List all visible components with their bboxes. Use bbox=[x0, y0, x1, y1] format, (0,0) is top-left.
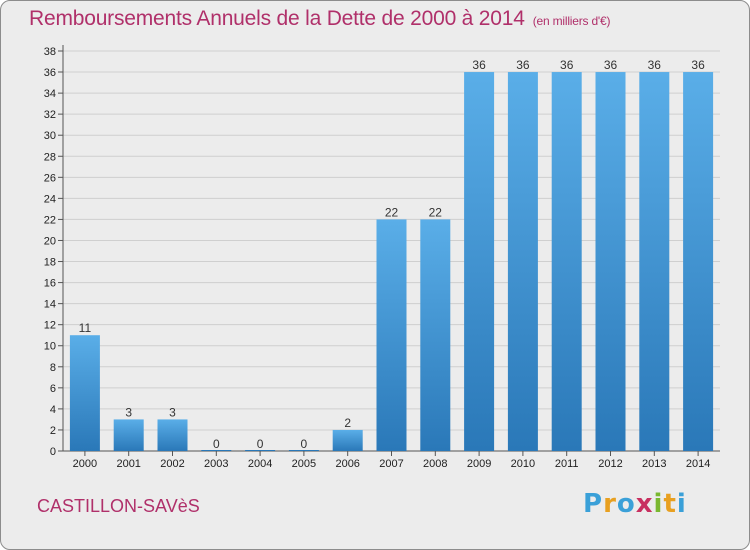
bar bbox=[332, 429, 363, 451]
data-label: 3 bbox=[169, 405, 176, 419]
bars bbox=[69, 72, 714, 451]
y-tick-label: 32 bbox=[44, 109, 56, 121]
x-tick-label: 2003 bbox=[204, 458, 228, 470]
brand-letter: o bbox=[616, 489, 636, 519]
bar bbox=[464, 72, 495, 451]
x-tick-label: 2013 bbox=[642, 458, 666, 470]
x-tick-label: 2006 bbox=[335, 458, 359, 470]
x-tick-label: 2011 bbox=[555, 458, 579, 470]
y-tick-label: 10 bbox=[44, 341, 56, 353]
brand-letter: r bbox=[603, 489, 617, 519]
brand-letter: P bbox=[583, 489, 604, 519]
y-tick-label: 18 bbox=[44, 257, 56, 269]
y-tick-label: 30 bbox=[44, 130, 56, 142]
data-label: 11 bbox=[79, 321, 92, 335]
data-label: 22 bbox=[385, 205, 399, 219]
x-tick-label: 2010 bbox=[511, 458, 535, 470]
bar bbox=[288, 450, 319, 451]
bar bbox=[551, 72, 582, 451]
brand-letter: t bbox=[663, 489, 677, 519]
bar bbox=[245, 450, 276, 451]
chart-unit: (en milliers d'€) bbox=[532, 14, 611, 28]
y-tick-label: 12 bbox=[44, 320, 56, 332]
x-tick-label: 2002 bbox=[160, 458, 184, 470]
data-label: 0 bbox=[301, 437, 308, 451]
commune-name: CASTILLON-SAVèS bbox=[37, 496, 200, 516]
data-label: 36 bbox=[648, 58, 662, 72]
data-label: 2 bbox=[344, 416, 351, 430]
data-label: 0 bbox=[213, 437, 220, 451]
y-tick-label: 4 bbox=[50, 404, 56, 416]
x-tick-label: 2005 bbox=[292, 458, 316, 470]
data-label: 36 bbox=[472, 58, 486, 72]
brand-letter: x bbox=[635, 489, 654, 519]
y-tick-label: 0 bbox=[50, 446, 56, 458]
data-label: 36 bbox=[691, 58, 705, 72]
x-tick-label: 2008 bbox=[423, 458, 447, 470]
bar bbox=[639, 72, 670, 451]
y-tick-label: 24 bbox=[44, 193, 56, 205]
y-tick-label: 14 bbox=[44, 299, 56, 311]
x-tick-label: 2014 bbox=[686, 458, 710, 470]
bar bbox=[595, 72, 626, 451]
y-tick-label: 8 bbox=[50, 362, 56, 374]
y-tick-label: 2 bbox=[50, 425, 56, 437]
y-tick-label: 38 bbox=[44, 46, 56, 58]
labels: 0246810121416182022242628303234363820001… bbox=[44, 46, 711, 470]
chart-title: Remboursements Annuels de la Dette de 20… bbox=[29, 7, 610, 31]
y-tick-label: 16 bbox=[44, 278, 56, 290]
brand-letter: i bbox=[676, 489, 687, 519]
data-label: 3 bbox=[125, 405, 132, 419]
x-tick-label: 2000 bbox=[73, 458, 97, 470]
y-tick-label: 28 bbox=[44, 151, 56, 163]
data-label: 36 bbox=[516, 58, 530, 72]
x-tick-label: 2004 bbox=[248, 458, 272, 470]
bar bbox=[113, 419, 144, 451]
x-tick-label: 2009 bbox=[467, 458, 491, 470]
y-tick-label: 6 bbox=[50, 383, 56, 395]
y-tick-label: 22 bbox=[44, 214, 56, 226]
y-tick-label: 36 bbox=[44, 67, 56, 79]
y-tick-label: 20 bbox=[44, 235, 56, 247]
bar bbox=[69, 335, 100, 451]
bar bbox=[420, 219, 451, 451]
x-tick-label: 2012 bbox=[598, 458, 622, 470]
brand-logo: Proxiti bbox=[583, 489, 687, 519]
bar bbox=[157, 419, 188, 451]
bar bbox=[683, 72, 714, 451]
bar bbox=[507, 72, 538, 451]
bar bbox=[376, 219, 407, 451]
data-label: 22 bbox=[429, 205, 443, 219]
data-label: 36 bbox=[560, 58, 574, 72]
y-tick-label: 26 bbox=[44, 172, 56, 184]
brand-letter: i bbox=[653, 489, 664, 519]
x-tick-label: 2001 bbox=[116, 458, 140, 470]
data-label: 36 bbox=[604, 58, 618, 72]
chart-title-text: Remboursements Annuels de la Dette de 20… bbox=[29, 7, 525, 30]
data-label: 0 bbox=[257, 437, 264, 451]
y-tick-label: 34 bbox=[44, 88, 56, 100]
bar bbox=[201, 450, 232, 451]
x-tick-label: 2007 bbox=[379, 458, 403, 470]
